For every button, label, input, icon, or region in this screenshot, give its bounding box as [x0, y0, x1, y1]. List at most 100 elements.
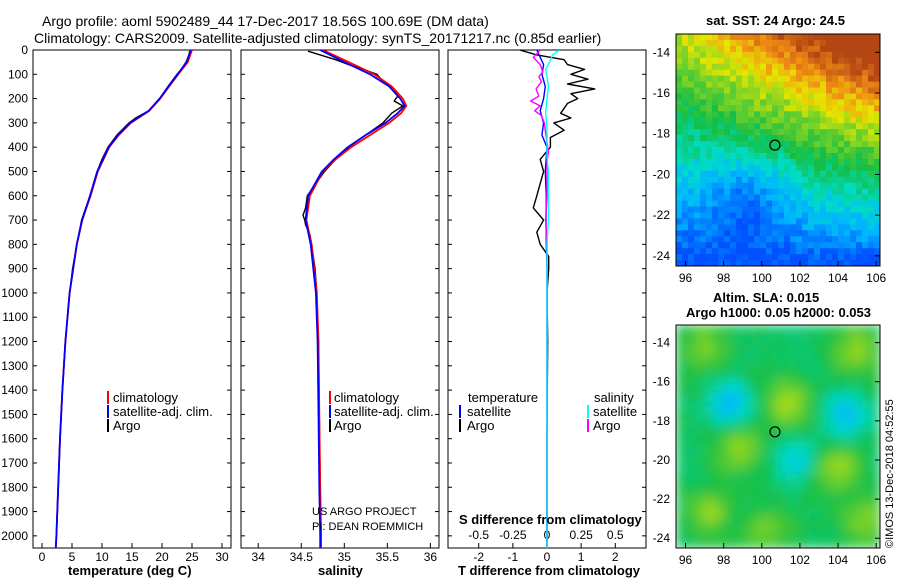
- sst-map-lat-tick-label: -22: [653, 208, 671, 222]
- depth-tick-label: 1200: [1, 335, 28, 349]
- sla-map-lon-tick-label: 98: [717, 553, 731, 567]
- salinity-x-tick-label: 34.5: [290, 550, 314, 564]
- legend-label-argo: Argo: [334, 418, 361, 433]
- sla-map-lon-tick-label: 104: [828, 553, 848, 567]
- sla-map-axes: 96 98 100 102 104 106 -14 -16 -18 -20 -22 -24: [653, 336, 887, 567]
- salinity-x-tick-label: 34: [252, 550, 266, 564]
- difference-x-tick-label: 1: [578, 550, 585, 564]
- sla-map-lat-tick-label: -22: [653, 492, 671, 506]
- s-difference-xlabel: S difference from climatology: [459, 512, 643, 527]
- depth-tick-label: 400: [8, 140, 28, 154]
- legend-label-climatology: climatology: [113, 390, 179, 405]
- pi-annotation: PI: DEAN ROEMMICH: [312, 521, 423, 533]
- s-difference-tick-label: 0.5: [607, 528, 624, 542]
- series-line-climatology: [305, 50, 408, 548]
- temperature-x-tick-label: 0: [39, 550, 46, 564]
- s-difference-tick-label: -0.5: [468, 528, 489, 542]
- sst-map-lat-tick-label: -20: [653, 167, 671, 181]
- depth-tick-label: 1100: [2, 310, 28, 324]
- sla-map-lat-tick-label: -24: [653, 531, 671, 545]
- temperature-x-tick-label: 20: [155, 550, 169, 564]
- depth-tick-label: 800: [8, 237, 28, 251]
- temperature-series: [54, 50, 193, 548]
- depth-tick-label: 1900: [1, 505, 28, 519]
- legend-label-s-argo: Argo: [593, 418, 620, 433]
- depth-tick-label: 1000: [1, 286, 28, 300]
- depth-tick-label: 300: [8, 116, 28, 130]
- temperature-x-axis: 0 5 10 15 20 25 30: [39, 543, 229, 564]
- depth-tick-label: 1300: [1, 359, 28, 373]
- series-line-argo: [302, 50, 404, 548]
- sst-map-lat-tick-label: -24: [653, 249, 671, 263]
- sst-map-lon-tick-label: 104: [828, 271, 848, 285]
- depth-tick-label: 1500: [1, 407, 28, 421]
- series-line-s-diff-satellite: [544, 50, 560, 548]
- sla-map-field: [676, 325, 880, 548]
- sst-field-cells: [676, 34, 880, 266]
- legend-label-satellite: satellite-adj. clim.: [334, 404, 434, 419]
- depth-tick-label: 2000: [1, 529, 28, 543]
- depth-tick-label: 1700: [1, 456, 28, 470]
- sst-map-lon-tick-label: 98: [717, 271, 731, 285]
- depth-tick-label: 700: [8, 213, 28, 227]
- temperature-panel-frame: [32, 49, 232, 549]
- temperature-x-tick-label: 25: [185, 550, 199, 564]
- salinity-legend: climatology satellite-adj. clim. Argo: [329, 390, 434, 433]
- salinity-panel-frame: [240, 49, 440, 549]
- salinity-x-tick-label: 35.5: [376, 550, 400, 564]
- difference-series: [519, 50, 596, 548]
- salinity-x-tick-label: 35: [338, 550, 352, 564]
- salinity-x-tick-label: 36: [424, 550, 438, 564]
- temperature-xlabel: temperature (deg C): [68, 563, 192, 578]
- legend-title-temperature: temperature: [468, 390, 538, 405]
- legend-label-s-satellite: satellite: [593, 404, 637, 419]
- sst-map-axes: 96 98 100 102 104 106 -14 -16 -18 -20 -22 -24: [653, 45, 887, 285]
- sst-map-lon-tick-label: 106: [866, 271, 886, 285]
- sst-map-lat-tick-label: -16: [653, 86, 671, 100]
- sst-map-frame: [675, 33, 881, 267]
- header-title-line2: Climatology: CARS2009. Satellite-adjuste…: [34, 30, 601, 46]
- s-difference-tick-label: 0.25: [569, 528, 593, 542]
- depth-tick-label: 600: [8, 189, 28, 203]
- salinity-x-axis: 34 34.5 35 35.5 36: [252, 543, 438, 564]
- series-line-t-diff-argo: [519, 50, 596, 548]
- depth-tick-label: 1800: [1, 480, 28, 494]
- series-line-s-diff-argo: [529, 50, 550, 548]
- sst-map-argo-location-marker: [769, 139, 781, 151]
- depth-tick-label: 1400: [1, 383, 28, 397]
- sla-map-lat-tick-label: -20: [653, 453, 671, 467]
- header-title-line1: Argo profile: aoml 5902489_44 17-Dec-201…: [42, 13, 489, 29]
- difference-x-tick-label: -1: [508, 550, 519, 564]
- legend-label-argo: Argo: [113, 418, 140, 433]
- temperature-x-tick-label: 15: [125, 550, 139, 564]
- sla-field-cells: [676, 325, 880, 548]
- temperature-x-tick-label: 30: [215, 550, 229, 564]
- series-line-climatology: [54, 50, 193, 548]
- salinity-xlabel: salinity: [318, 563, 364, 578]
- depth-tick-label: 500: [8, 164, 28, 178]
- sla-map-argo-location-marker: [769, 426, 781, 438]
- depth-tick-label: 200: [8, 92, 28, 106]
- series-line-satellite-adj-clim-: [54, 50, 192, 548]
- depth-tick-label: 0: [21, 43, 28, 57]
- sst-map-title: sat. SST: 24 Argo: 24.5: [706, 13, 845, 28]
- series-line-t-diff-satellite: [536, 50, 548, 548]
- legend-label-t-argo: Argo: [467, 418, 494, 433]
- series-line-satellite-adj-clim-: [304, 50, 406, 548]
- legend-label-t-satellite: satellite: [467, 404, 511, 419]
- sst-map-lat-tick-label: -14: [653, 45, 671, 59]
- temperature-legend: climatology satellite-adj. clim. Argo: [107, 390, 213, 433]
- temperature-x-tick-label: 10: [95, 550, 109, 564]
- sla-map-lat-tick-label: -18: [653, 414, 671, 428]
- difference-x-axis: -2 -1 0 1 2-0.5 -0.25 0 0.25 0.5: [468, 528, 624, 564]
- sla-map-lat-tick-label: -14: [653, 336, 671, 350]
- depth-axis: 0 100 200 300 400 500 600 700 800 900 1000 1100 1200…: [1, 43, 646, 543]
- sst-map-lon-tick-label: 102: [790, 271, 810, 285]
- difference-x-tick-label: -2: [473, 550, 484, 564]
- depth-tick-label: 100: [8, 67, 28, 81]
- s-difference-tick-label: -0.25: [499, 528, 527, 542]
- difference-legend: temperature salinity satellite Argo sate…: [459, 390, 637, 433]
- t-difference-xlabel: T difference from climatology: [458, 563, 641, 578]
- salinity-series: [302, 50, 408, 548]
